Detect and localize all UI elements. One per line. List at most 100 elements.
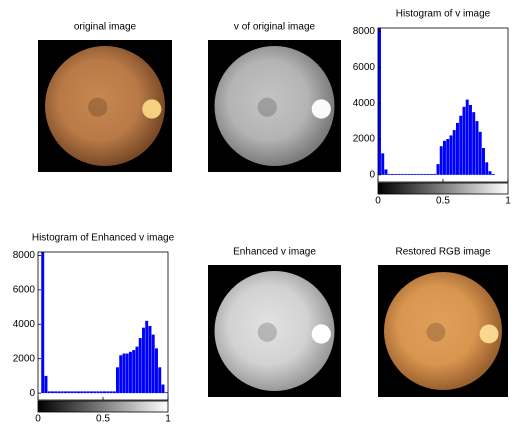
optic-disc <box>311 324 331 344</box>
bar <box>80 391 84 394</box>
bar <box>465 99 469 175</box>
y-tick-label: 4000 <box>13 319 36 330</box>
bar <box>469 105 472 175</box>
y-tick-label: 4000 <box>353 98 376 109</box>
bar <box>410 173 414 175</box>
bars <box>378 28 495 175</box>
bar <box>67 391 71 394</box>
bar <box>103 391 106 394</box>
x-tick-label: 1 <box>165 414 171 425</box>
macula <box>88 97 108 117</box>
bar <box>430 173 433 175</box>
bar <box>122 353 126 394</box>
bar <box>57 391 61 394</box>
bar <box>86 391 90 394</box>
bar <box>73 391 77 394</box>
bar <box>400 173 404 175</box>
y-tick-label: 0 <box>29 388 35 399</box>
bar <box>439 146 443 175</box>
bar <box>462 106 466 175</box>
bar <box>475 121 479 175</box>
optic-disc <box>142 99 162 119</box>
bar <box>423 173 427 175</box>
bar <box>491 173 495 175</box>
bar <box>129 351 132 394</box>
retina <box>45 46 165 166</box>
bar <box>96 391 100 394</box>
bar <box>54 391 58 394</box>
bar <box>142 327 145 394</box>
bar <box>148 326 152 394</box>
bar <box>135 346 139 394</box>
bar <box>155 348 158 394</box>
bar <box>93 391 97 394</box>
bar <box>407 173 411 175</box>
bar <box>387 173 391 175</box>
bar <box>70 391 74 394</box>
bar <box>41 252 45 394</box>
bar <box>164 392 168 394</box>
y-tick-label: 6000 <box>353 62 376 73</box>
bar <box>77 391 80 394</box>
bar <box>106 391 110 394</box>
bar <box>109 391 113 394</box>
bar <box>420 173 424 175</box>
y-tick-label: 8000 <box>353 26 376 37</box>
retina <box>384 272 502 390</box>
bar <box>449 135 453 175</box>
panel-title: original image <box>74 22 137 33</box>
panel-title: v of original image <box>234 22 316 33</box>
bar <box>112 391 116 394</box>
bar <box>125 353 129 394</box>
y-tick-label: 2000 <box>13 353 36 364</box>
bar <box>99 391 103 394</box>
bar <box>472 112 476 175</box>
bar <box>90 391 93 394</box>
bar <box>158 367 162 394</box>
bar <box>83 391 87 394</box>
panel-title: Histogram of Enhanced v image <box>32 233 175 244</box>
bar <box>161 384 165 394</box>
bar <box>433 173 437 175</box>
bar <box>488 171 492 175</box>
y-tick-label: 0 <box>369 169 375 180</box>
bar <box>151 334 155 394</box>
bar <box>384 169 388 175</box>
macula <box>257 322 277 342</box>
bar <box>485 162 489 175</box>
retina <box>214 46 335 166</box>
y-tick-label: 6000 <box>13 285 36 296</box>
bar <box>394 173 398 175</box>
bar <box>44 375 48 394</box>
colorbar <box>377 182 509 195</box>
bar <box>116 367 119 394</box>
optic-disc <box>479 324 499 344</box>
bar <box>397 173 401 175</box>
bar <box>478 131 482 175</box>
bar <box>47 391 51 394</box>
bar <box>413 173 417 175</box>
bar <box>145 320 149 394</box>
bar <box>51 391 54 394</box>
x-tick-label: 1 <box>505 196 511 207</box>
bar <box>138 338 142 394</box>
x-tick-label: 0 <box>35 414 41 425</box>
bar <box>436 164 440 175</box>
bar <box>64 391 67 394</box>
y-tick-label: 8000 <box>13 250 36 261</box>
bar <box>132 350 136 394</box>
optic-disc <box>311 99 331 119</box>
bar <box>417 173 420 175</box>
bar <box>119 355 123 394</box>
macula <box>257 97 277 117</box>
bar <box>443 140 446 175</box>
bar <box>482 147 485 175</box>
y-tick-label: 2000 <box>353 134 376 145</box>
x-tick-label: 0.5 <box>436 196 450 207</box>
bar <box>456 122 459 175</box>
bar <box>426 173 430 175</box>
macula <box>426 322 446 342</box>
bar <box>391 173 394 175</box>
bar <box>452 130 456 175</box>
